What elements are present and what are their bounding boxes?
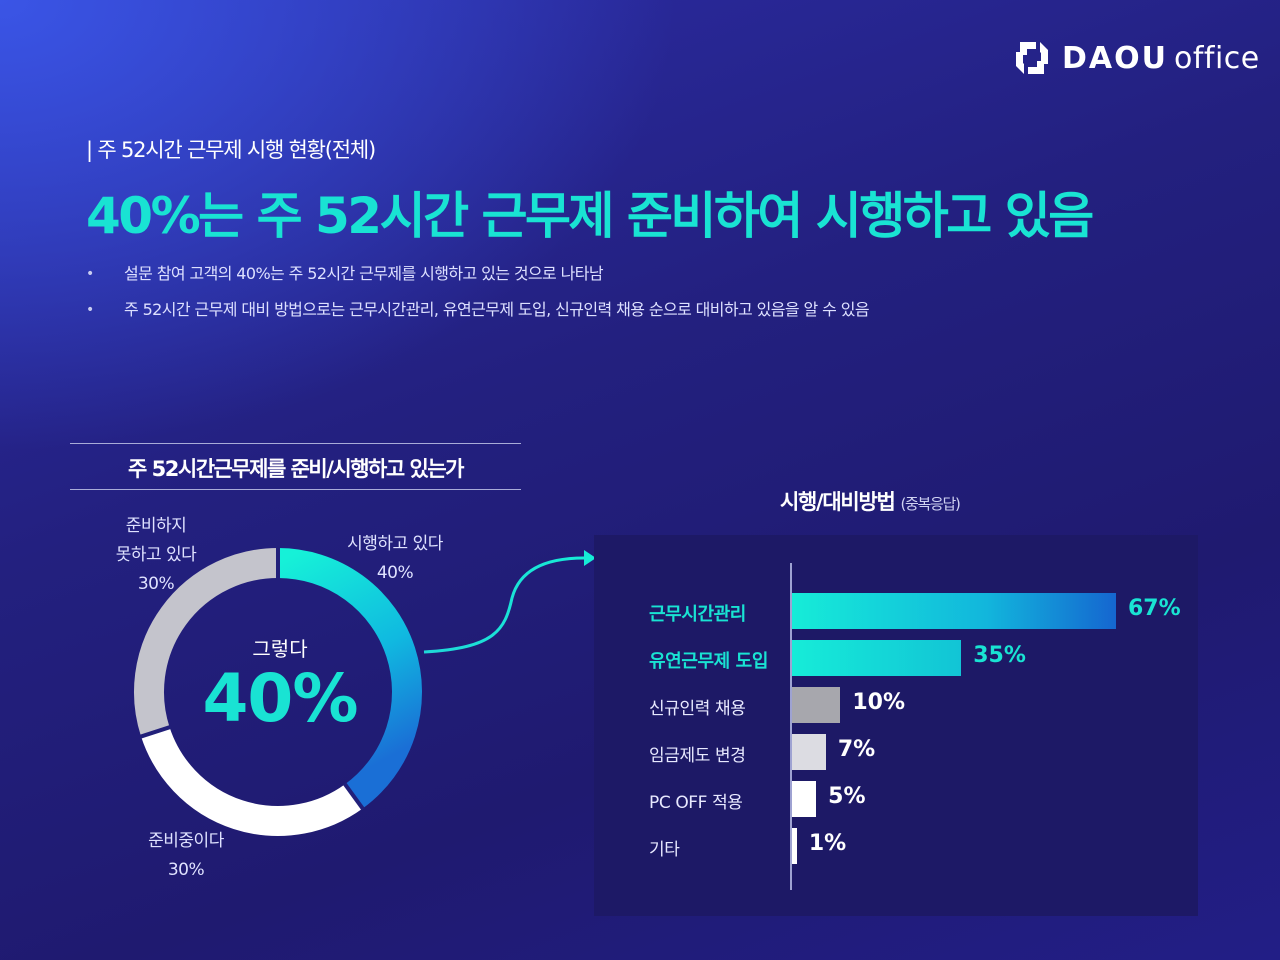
bar-value-label: 7% — [837, 737, 876, 762]
bar-category-label: 근무시간관리 — [649, 604, 746, 625]
headline: 40%는 주 52시간 근무제 준비하여 시행하고 있음 — [86, 187, 1094, 245]
slice-label: 준비중이다 — [148, 831, 224, 851]
brand-name: DAOU office — [1062, 41, 1260, 76]
section-label: | 주 52시간 근무제 시행 현황(전체) — [86, 138, 376, 162]
bar-chart-title-text: 시행/대비방법 — [780, 490, 896, 514]
bullet-item: 주 52시간 근무제 대비 방법으로는 근무시간관리, 유연근무제 도입, 신규… — [86, 300, 870, 320]
bar-value-label: 1% — [808, 831, 847, 856]
donut-label-not-ready: 준비하지 못하고 있다 30% — [93, 512, 219, 599]
bar-chart-title: 시행/대비방법 (중복응답) — [780, 486, 961, 516]
bar-value-label: 67% — [1128, 596, 1181, 621]
bar-category-label: 기타 — [649, 840, 680, 860]
bar — [792, 828, 797, 864]
slice-label: 시행하고 있다 — [347, 534, 443, 554]
slice-label: 못하고 있다 — [115, 545, 197, 565]
connector-curve — [423, 556, 585, 654]
bar-category-label: PC OFF 적용 — [649, 793, 743, 813]
donut-slice-implementing — [277, 548, 422, 809]
donut-title-box: 주 52시간근무제를 준비/시행하고 있는가 — [70, 443, 521, 490]
bar-chart-panel: 근무시간관리 67% 유연근무제 도입 35% 신규인력 채용 10% 임금제도 변경 7% P… — [594, 535, 1198, 916]
brand-name-bold: DAOU — [1062, 40, 1168, 76]
bar-category-label: 신규인력 채용 — [649, 699, 746, 719]
bar — [792, 734, 826, 770]
slice-pct-label: 30% — [167, 860, 205, 880]
bullet-item: 설문 참여 고객의 40%는 주 52시간 근무제를 시행하고 있는 것으로 나… — [86, 264, 869, 284]
bar — [792, 687, 841, 723]
bullet-list: 설문 참여 고객의 40%는 주 52시간 근무제를 시행하고 있는 것으로 나… — [86, 264, 870, 336]
donut-center-caption: 그렇다 — [252, 637, 308, 661]
donut-slice-preparing — [141, 726, 363, 836]
brand-logo: DAOU office — [1012, 38, 1260, 78]
bar-value-label: 10% — [852, 690, 906, 715]
slice-label: 준비하지 — [125, 516, 187, 536]
bar-category-label: 유연근무제 도입 — [649, 651, 768, 672]
bar-chart-axis — [790, 563, 792, 890]
daou-logo-icon — [1016, 42, 1048, 74]
bar-chart-title-note: (중복응답) — [900, 495, 961, 513]
slice-pct-label: 30% — [137, 574, 175, 594]
connector-arrowhead-icon — [584, 550, 596, 566]
bar — [792, 593, 1116, 629]
donut-slice-separator — [139, 725, 172, 739]
brand-name-light: office — [1173, 40, 1260, 76]
bar — [792, 640, 962, 676]
donut-label-implementing: 시행하고 있다 40% — [330, 530, 460, 588]
slice-pct-label: 40% — [376, 563, 414, 583]
donut-label-preparing: 준비중이다 30% — [118, 827, 254, 885]
donut-chart-title: 주 52시간근무제를 준비/시행하고 있는가 — [128, 457, 464, 481]
bar-value-label: 5% — [828, 784, 866, 809]
bar — [792, 781, 817, 817]
donut-slice-separator — [342, 782, 365, 811]
donut-slice-not-ready — [134, 548, 279, 737]
donut-center-value: 40% — [202, 660, 359, 737]
bar-value-label: 35% — [973, 643, 1026, 668]
bar-category-label: 임금제도 변경 — [649, 746, 746, 766]
